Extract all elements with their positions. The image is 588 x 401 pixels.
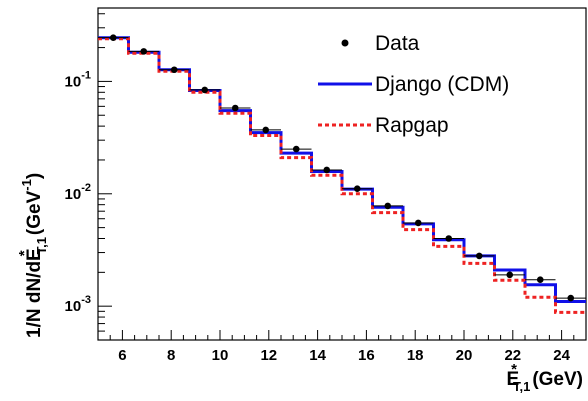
x-tick-labels: 6 8 10 12 14 16 18 20 22 24 [118, 347, 570, 364]
x-tick-label: 6 [118, 347, 126, 364]
y-tick-label: 10-1 [65, 69, 91, 90]
x-tick-label: 24 [553, 347, 570, 364]
y-tick-labels: 10-3 10-2 10-1 [65, 69, 91, 315]
legend-label: Django (CDM) [375, 73, 509, 96]
x-tick-label: 20 [456, 347, 473, 364]
data-point [414, 219, 422, 227]
data-point [567, 294, 575, 302]
series-rapgap-step [98, 37, 586, 314]
x-tick-label: 18 [407, 347, 424, 364]
data-point [353, 185, 361, 192]
data-point [475, 252, 483, 260]
axis-ticks [97, 13, 587, 341]
data-point [384, 202, 392, 210]
data-point [506, 271, 514, 279]
x-tick-label: 10 [212, 347, 229, 364]
x-tick-label: 22 [504, 347, 521, 364]
data-point [231, 104, 239, 112]
x-tick-label: 14 [309, 347, 326, 364]
data-point [292, 145, 300, 153]
data-point [445, 235, 453, 242]
x-tick-label: 12 [260, 347, 277, 364]
data-point [140, 48, 148, 55]
data-point [536, 276, 544, 284]
plot-series [98, 34, 586, 314]
x-tick-label: 8 [167, 347, 175, 364]
legend: Data Django (CDM) Rapgap [318, 32, 509, 137]
data-point [109, 34, 117, 41]
x-tick-label: 16 [358, 347, 375, 364]
data-point [323, 166, 331, 174]
y-tick-label: 10-3 [65, 294, 91, 315]
y-tick-label: 10-2 [65, 182, 91, 203]
data-point [262, 126, 270, 134]
x-axis-title: E* T,1 (GeV) [506, 361, 583, 394]
legend-marker-data [341, 39, 349, 47]
legend-label: Data [375, 32, 420, 55]
data-point [170, 66, 178, 74]
legend-label: Rapgap [375, 114, 449, 137]
data-point [201, 86, 209, 94]
y-axis-title: 1/N dN/dE*T,1(GeV-1) [16, 173, 49, 338]
